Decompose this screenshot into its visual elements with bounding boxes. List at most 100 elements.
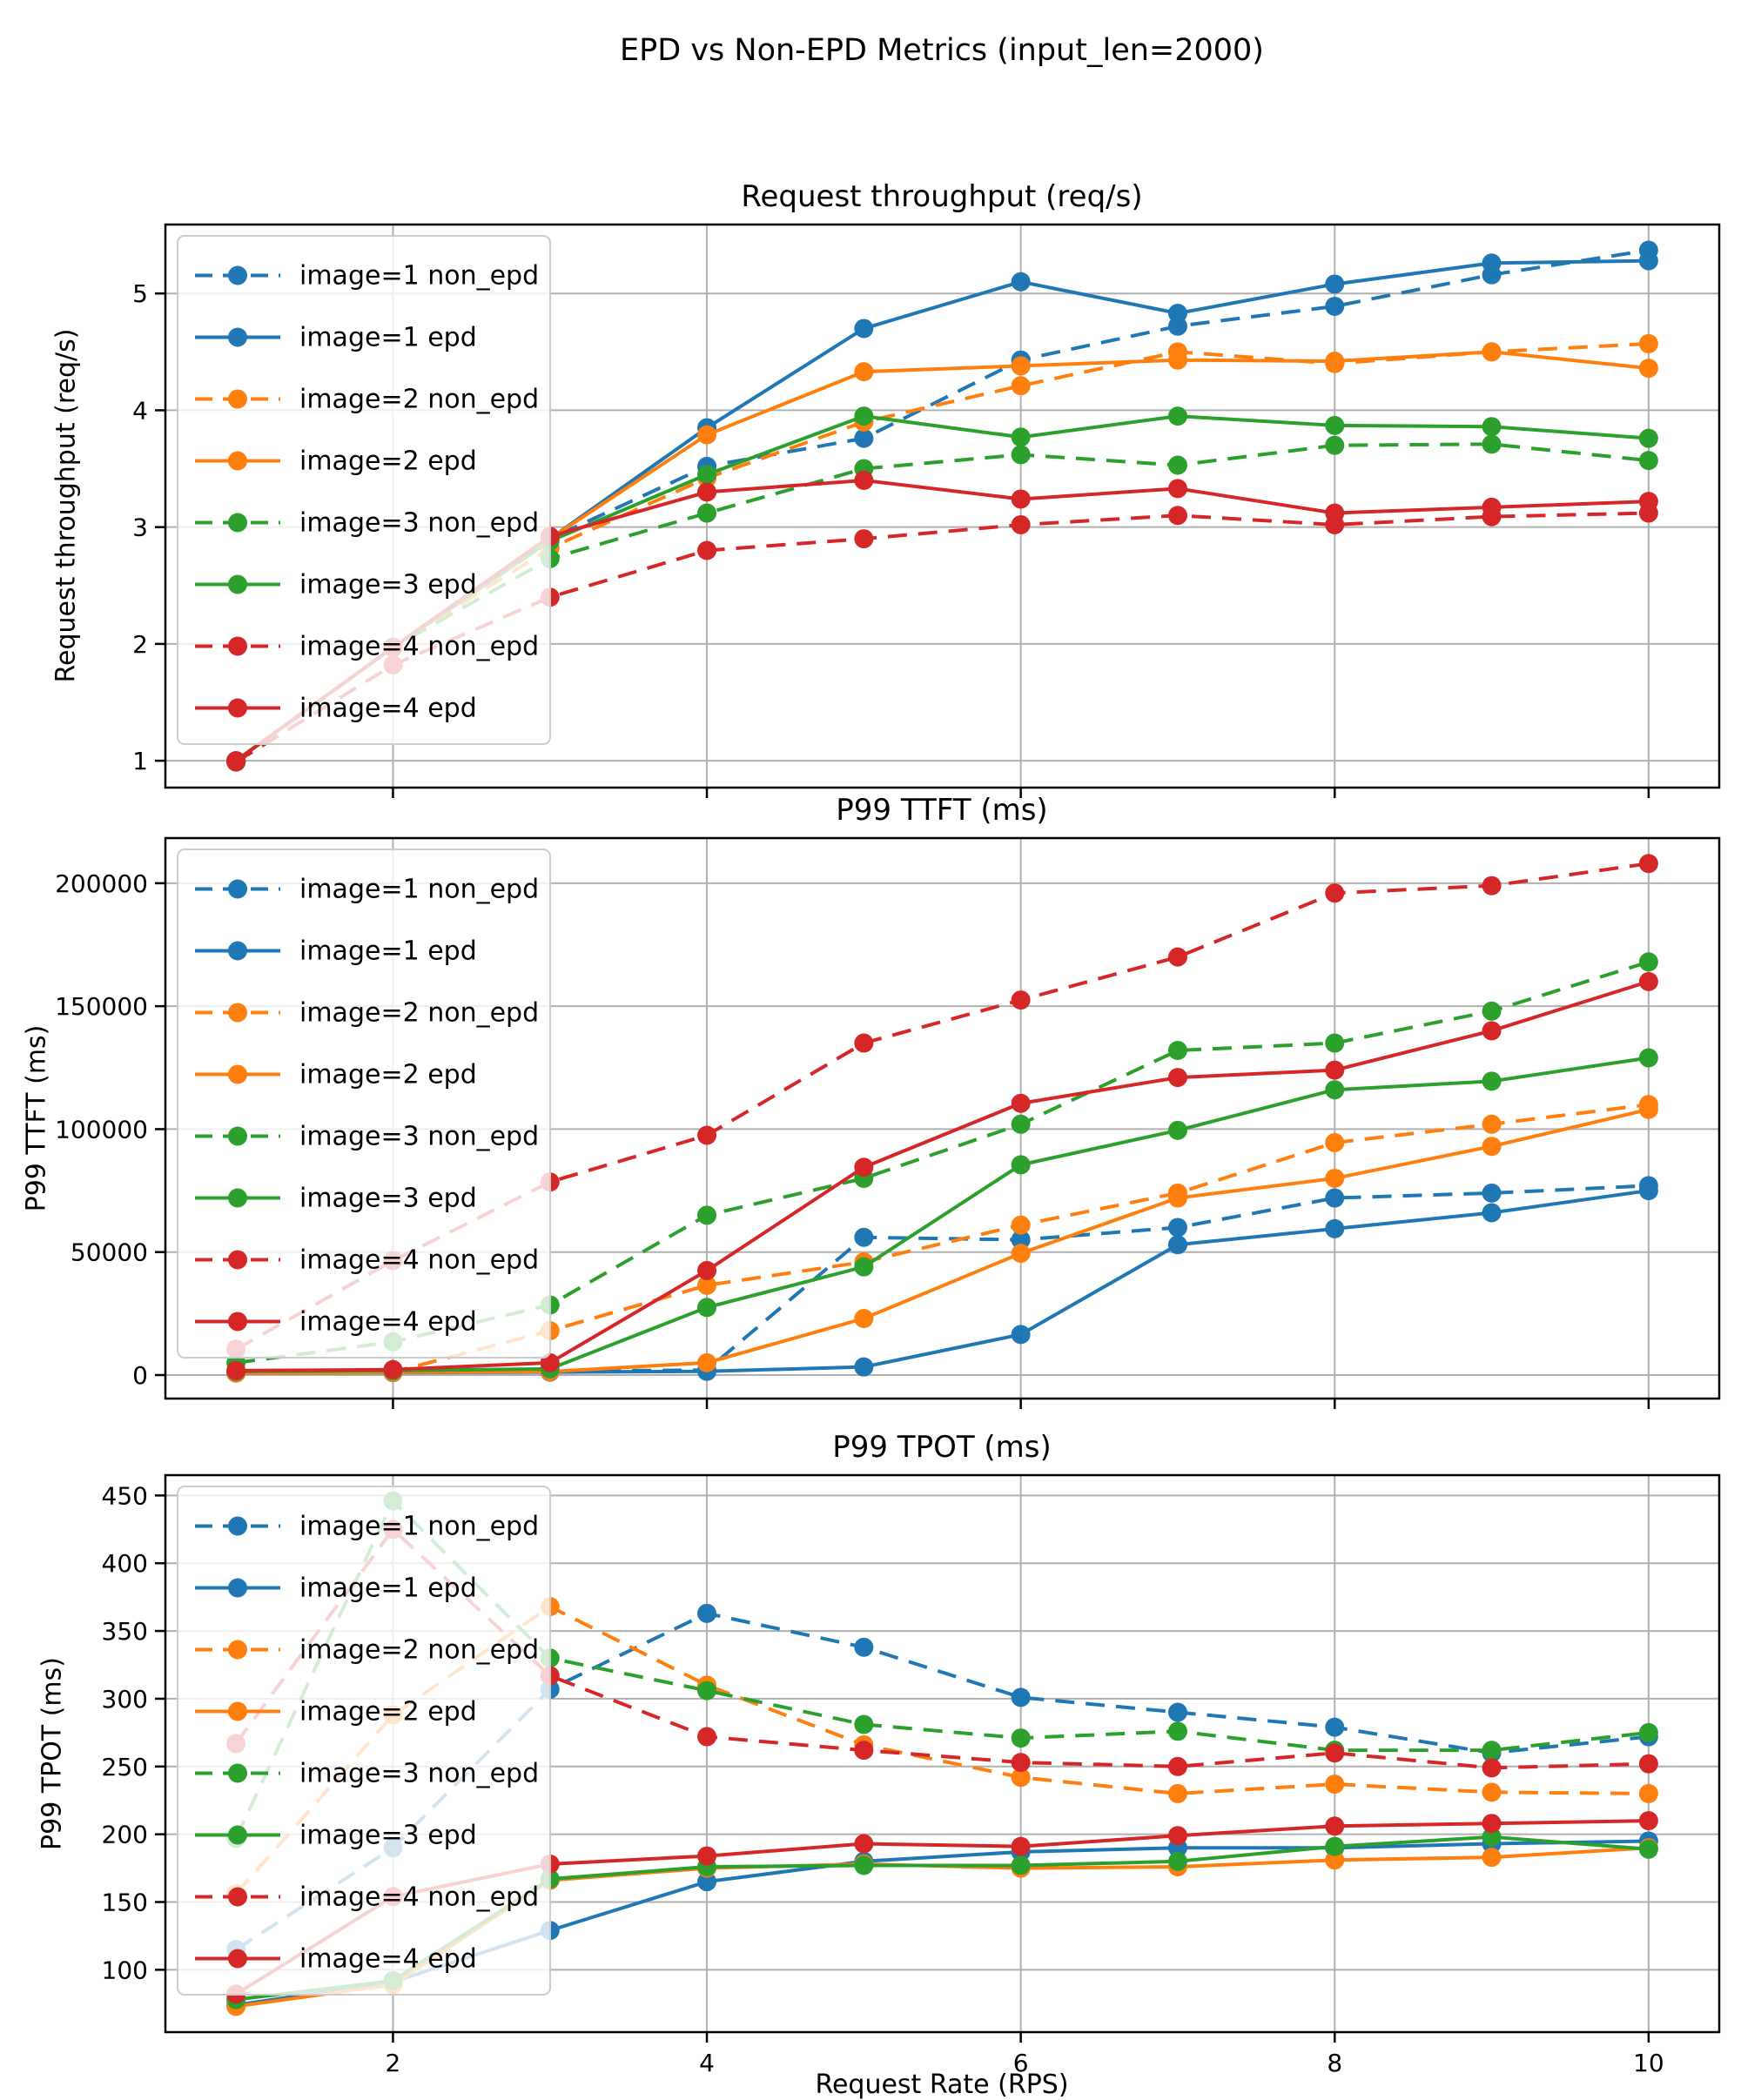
legend-label: image=3 epd xyxy=(299,570,477,600)
data-point-image-2-epd xyxy=(697,425,717,445)
legend-label: image=4 non_epd xyxy=(299,1245,539,1276)
data-point-image-4-epd xyxy=(1167,1826,1187,1846)
data-point-image-1-epd xyxy=(854,319,874,339)
data-point-image-2-non-epd xyxy=(1482,1782,1502,1802)
data-point-image-4-non-epd xyxy=(1482,1758,1502,1778)
data-point-image-1-non-epd xyxy=(1482,1183,1502,1203)
legend-label: image=4 non_epd xyxy=(299,632,539,662)
data-point-image-3-non-epd xyxy=(1011,1728,1031,1748)
data-point-image-3-epd xyxy=(1482,1071,1502,1091)
data-point-image-3-epd xyxy=(1638,1048,1658,1068)
data-point-image-3-non-epd xyxy=(1482,1741,1502,1761)
data-point-image-2-epd xyxy=(1167,1188,1187,1208)
data-point-image-4-epd xyxy=(854,1157,874,1177)
plot-border xyxy=(164,1473,1721,2034)
data-point-image-4-epd xyxy=(1325,503,1345,523)
y-tick-label: 100 xyxy=(102,1956,148,1984)
data-point-image-3-non-epd xyxy=(1167,1721,1187,1741)
data-point-image-4-epd xyxy=(1638,971,1658,991)
data-point-image-2-epd xyxy=(1325,1168,1345,1188)
data-point-image-2-epd xyxy=(1638,359,1658,379)
legend-label: image=2 epd xyxy=(299,1060,477,1090)
data-point-image-2-non-epd xyxy=(1638,1783,1658,1803)
data-point-image-4-epd xyxy=(1638,1811,1658,1831)
data-point-image-1-non-epd xyxy=(1167,1702,1187,1722)
data-point-image-4-non-epd xyxy=(1011,1753,1031,1773)
data-point-image-3-non-epd xyxy=(1167,1041,1187,1061)
data-point-image-4-epd xyxy=(854,1834,874,1854)
legend-box xyxy=(177,235,551,745)
y-tick-label: 1 xyxy=(132,747,148,775)
data-point-image-4-non-epd xyxy=(1011,514,1031,534)
legend-label: image=4 non_epd xyxy=(299,1882,539,1913)
data-point-image-2-non-epd xyxy=(1325,1775,1345,1795)
legend-label: image=1 non_epd xyxy=(299,1512,539,1542)
legend-swatch-marker xyxy=(228,451,247,471)
y-tick-label: 5 xyxy=(132,279,148,308)
data-point-image-2-epd xyxy=(1482,342,1502,362)
x-tick-label: 6 xyxy=(1013,2049,1029,2077)
data-point-image-1-epd xyxy=(1325,1218,1345,1238)
data-point-image-2-epd xyxy=(854,362,874,382)
data-point-image-3-epd xyxy=(1011,1855,1031,1875)
legend-swatch-marker xyxy=(228,1064,247,1084)
data-point-image-3-epd xyxy=(1638,428,1658,448)
data-point-image-2-epd xyxy=(1011,1244,1031,1264)
y-tick-label: 300 xyxy=(102,1685,148,1714)
data-point-image-1-non-epd xyxy=(854,428,874,448)
y-tick-label: 150000 xyxy=(55,992,148,1021)
legend-label: image=4 epd xyxy=(299,694,477,724)
legend-swatch-marker xyxy=(228,636,247,656)
legend-swatch-marker xyxy=(228,1188,247,1208)
legend-label: image=2 non_epd xyxy=(299,998,539,1029)
plot-border xyxy=(164,223,1721,789)
legend-label: image=2 non_epd xyxy=(299,385,539,415)
data-point-image-3-epd xyxy=(1167,1120,1187,1140)
series-line-image-4-non-epd xyxy=(235,511,1649,764)
data-point-image-3-non-epd xyxy=(1638,451,1658,471)
legend-label: image=1 non_epd xyxy=(299,261,539,292)
y-tick-label: 3 xyxy=(132,513,148,542)
data-point-image-1-non-epd xyxy=(697,1603,717,1623)
data-point-image-4-epd xyxy=(854,470,874,490)
data-point-image-2-non-epd xyxy=(1011,1768,1031,1788)
data-point-image-3-epd xyxy=(1638,1839,1658,1859)
data-point-image-3-epd xyxy=(1325,415,1345,435)
data-point-image-2-non-epd xyxy=(1482,1114,1502,1134)
data-point-image-3-non-epd xyxy=(1011,1114,1031,1134)
data-point-image-1-epd xyxy=(854,1357,874,1377)
legend-swatch-marker xyxy=(228,1701,247,1721)
y-tick-label: 250 xyxy=(102,1753,148,1781)
y-tick-label: 2 xyxy=(132,630,148,659)
data-point-image-2-non-epd xyxy=(1167,1783,1187,1803)
legend-box xyxy=(177,849,551,1359)
legend-swatch-marker xyxy=(228,1578,247,1598)
data-point-image-1-epd xyxy=(1167,1235,1187,1255)
data-point-image-1-epd xyxy=(1482,1203,1502,1223)
legend-label: image=1 epd xyxy=(299,936,477,967)
legend-swatch-marker xyxy=(228,265,247,285)
data-point-image-4-non-epd xyxy=(697,540,717,560)
data-point-image-3-non-epd xyxy=(1325,435,1345,455)
series-line-image-2-non-epd xyxy=(236,1103,1650,1375)
y-tick-label: 100000 xyxy=(55,1115,148,1144)
legend-label: image=4 epd xyxy=(299,1307,477,1338)
data-point-image-4-non-epd xyxy=(697,1125,717,1145)
legend-label: image=4 epd xyxy=(299,1944,477,1975)
data-point-image-2-epd xyxy=(854,1309,874,1328)
data-point-image-1-non-epd xyxy=(1325,1717,1345,1737)
data-point-image-3-epd xyxy=(1167,406,1187,426)
data-point-image-2-non-epd xyxy=(1325,1132,1345,1152)
data-point-image-3-non-epd xyxy=(697,503,717,523)
data-point-image-4-epd xyxy=(1325,1060,1345,1080)
data-point-image-2-epd xyxy=(1167,350,1187,370)
data-point-image-1-epd xyxy=(1325,274,1345,294)
data-point-image-4-non-epd xyxy=(854,1741,874,1761)
legend-swatch-marker xyxy=(228,1250,247,1270)
data-point-image-4-epd xyxy=(1011,489,1031,509)
data-point-image-4-epd xyxy=(383,1359,403,1379)
y-axis-label-throughput: Request throughput (req/s) xyxy=(50,328,82,683)
data-point-image-4-epd xyxy=(1325,1816,1345,1836)
legend-label: image=2 epd xyxy=(299,446,477,477)
data-point-image-1-non-epd xyxy=(1325,1188,1345,1208)
